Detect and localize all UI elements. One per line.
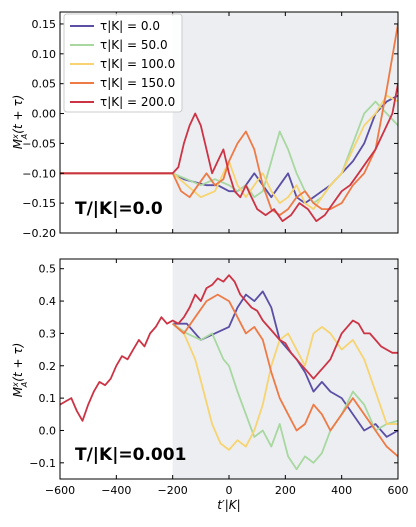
- x-axis-label: t′|K|: [217, 498, 240, 512]
- y-tick-label: 0.00: [32, 108, 57, 121]
- legend-entry: τ|K| = 0.0: [100, 19, 160, 33]
- legend-entry: τ|K| = 50.0: [100, 38, 168, 52]
- panel-label: T/|K|=0.001: [75, 445, 186, 465]
- series-line-2: [60, 94, 398, 211]
- y-tick-label: 0.2: [39, 360, 57, 373]
- series-line-3: [172, 293, 398, 458]
- y-tick-label: −0.20: [22, 227, 56, 240]
- x-tick-label: 200: [275, 484, 296, 497]
- x-tick-label: −400: [101, 484, 131, 497]
- legend-entry: τ|K| = 100.0: [100, 57, 175, 71]
- y-axis-label: MxA(t + τ): [11, 95, 29, 150]
- top-panel: −0.20 −0.15 −0.10 −0.05 0.00 0.05 0.10 0.15 MxA(…: [11, 11, 399, 240]
- series-line-0: [60, 94, 398, 205]
- series-line-4: [60, 274, 398, 422]
- y-tick-label: 0.4: [39, 295, 57, 308]
- legend-box: [63, 13, 183, 113]
- y-tick-label: 0.05: [32, 78, 57, 91]
- y-tick-label: 0.3: [39, 327, 57, 340]
- legend-entry: τ|K| = 150.0: [100, 76, 175, 90]
- series-group: [60, 274, 398, 471]
- y-tick-label: −0.1: [29, 457, 56, 470]
- y-tick-label: 0.10: [32, 48, 57, 61]
- panel-label: T/|K|=0.0: [75, 199, 163, 219]
- y-tick-label: −0.15: [22, 197, 56, 210]
- x-tick-label: −200: [158, 484, 188, 497]
- y-tick-label: −0.05: [22, 137, 56, 150]
- series-line-1: [60, 100, 398, 205]
- legend-entry: τ|K| = 200.0: [100, 95, 175, 109]
- y-tick-label: 0.15: [32, 18, 57, 31]
- y-axis-label: MxA(t + τ): [11, 343, 29, 398]
- series-line-4: [60, 83, 398, 223]
- y-tick-label: 0.1: [39, 392, 57, 405]
- bottom-panel: −0.1 0.0 0.1 0.2 0.3 0.4 0.5 −600 −400 −200 0 200 40…: [11, 258, 409, 512]
- x-tick-label: 400: [331, 484, 352, 497]
- x-tick-label: 0: [226, 484, 233, 497]
- y-tick-label: −0.10: [22, 167, 56, 180]
- series-line-3: [60, 23, 398, 217]
- series-group: [60, 23, 398, 223]
- y-tick-label: 0.5: [39, 263, 57, 276]
- legend: τ|K| = 0.0 τ|K| = 50.0 τ|K| = 100.0 τ|K| = …: [63, 13, 183, 113]
- x-tick-label: 600: [388, 484, 409, 497]
- y-tick-label: 0.0: [39, 424, 57, 437]
- series-line-1: [172, 322, 398, 471]
- x-tick-label: −600: [45, 484, 75, 497]
